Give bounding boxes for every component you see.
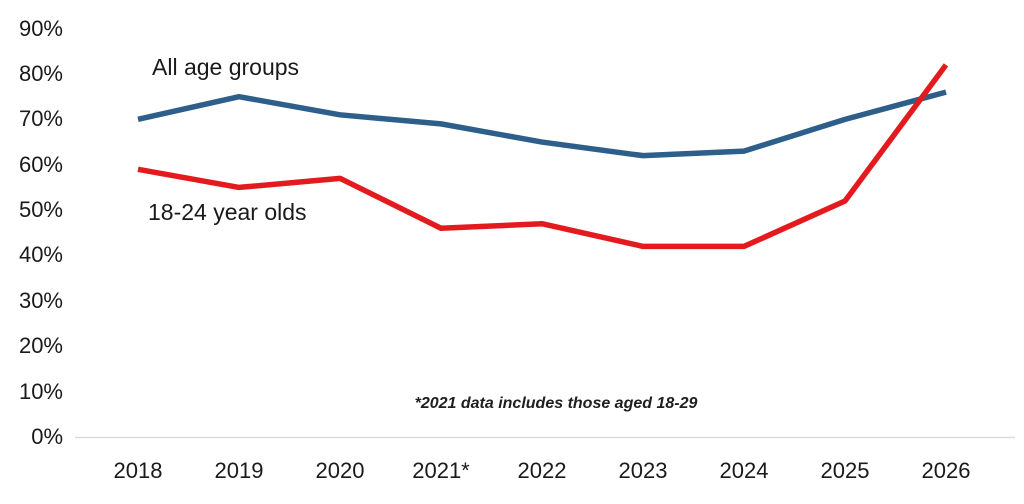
y-tick-label: 90% xyxy=(18,15,63,41)
y-tick-label: 80% xyxy=(18,60,63,86)
x-tick-label: 2021* xyxy=(412,458,470,483)
y-tick-label: 10% xyxy=(18,378,63,404)
series-label-all-age-groups: All age groups xyxy=(152,54,300,80)
x-tick-label: 2020 xyxy=(315,458,365,483)
y-tick-label: 30% xyxy=(18,287,63,313)
x-tick-label: 2026 xyxy=(921,458,971,483)
x-tick-label: 2024 xyxy=(719,458,769,483)
y-tick-label: 20% xyxy=(18,333,63,359)
series-line-all-age-groups xyxy=(137,89,947,159)
series-label-18-24-year-olds: 18-24 year olds xyxy=(148,199,307,225)
x-tick-label: 2023 xyxy=(618,458,668,483)
x-tick-label: 2019 xyxy=(214,458,264,483)
x-tick-label: 2025 xyxy=(820,458,870,483)
y-tick-label: 60% xyxy=(18,151,63,177)
x-tick-label: 2018 xyxy=(113,458,163,483)
x-tick-label: 2022 xyxy=(517,458,567,483)
y-tick-label: 0% xyxy=(31,424,63,449)
series-line-18-24-year-olds xyxy=(137,63,949,250)
y-tick-label: 50% xyxy=(18,197,63,223)
y-tick-label: 70% xyxy=(18,106,63,132)
footnote: *2021 data includes those aged 18-29 xyxy=(414,395,698,412)
y-tick-label: 40% xyxy=(18,242,63,268)
